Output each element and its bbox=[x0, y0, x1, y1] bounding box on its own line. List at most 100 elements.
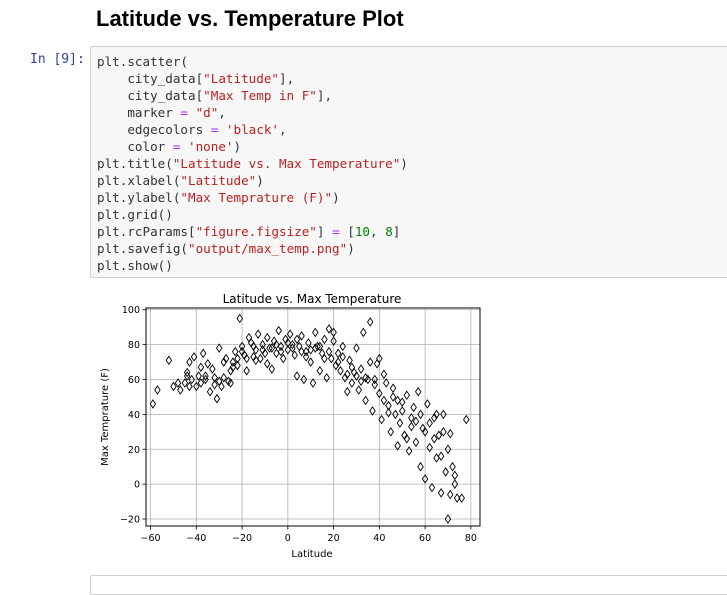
y-tick-label: 40 bbox=[128, 410, 140, 421]
code-token: plt.grid() bbox=[97, 207, 173, 222]
code-line: plt.grid() bbox=[97, 206, 408, 223]
data-point bbox=[165, 355, 173, 366]
data-point bbox=[403, 390, 411, 401]
data-point bbox=[261, 348, 269, 359]
code-token: [ bbox=[339, 224, 355, 239]
data-point bbox=[410, 402, 417, 413]
data-point bbox=[174, 378, 182, 388]
data-point bbox=[378, 414, 385, 425]
data-point bbox=[371, 374, 379, 385]
data-point bbox=[382, 378, 390, 388]
code-token: marker bbox=[97, 105, 181, 120]
code-token: , bbox=[279, 122, 287, 137]
data-point bbox=[186, 357, 193, 367]
data-point bbox=[238, 341, 246, 352]
x-tick-label: −20 bbox=[232, 533, 252, 544]
data-point bbox=[417, 409, 424, 420]
data-point bbox=[181, 378, 189, 388]
data-point bbox=[190, 352, 198, 362]
data-point bbox=[257, 353, 264, 364]
plot-frame bbox=[145, 307, 481, 527]
data-point bbox=[229, 362, 237, 373]
next-code-cell[interactable] bbox=[90, 575, 727, 595]
data-point bbox=[362, 372, 369, 383]
code-line: plt.savefig("output/max_temp.png") bbox=[97, 240, 408, 257]
data-point bbox=[458, 493, 465, 503]
data-point bbox=[188, 374, 195, 385]
data-point bbox=[325, 324, 333, 334]
data-point bbox=[252, 345, 260, 355]
data-point bbox=[353, 371, 360, 381]
data-point bbox=[215, 376, 223, 387]
code-line: plt.xlabel("Latitude") bbox=[97, 172, 408, 189]
data-point bbox=[348, 378, 356, 388]
data-point bbox=[392, 409, 399, 420]
data-point bbox=[412, 416, 420, 427]
x-tick-label: 80 bbox=[465, 533, 477, 544]
data-point bbox=[447, 489, 454, 500]
data-point bbox=[231, 346, 239, 357]
code-token: ) bbox=[233, 139, 242, 154]
code-token: city_data[ bbox=[97, 71, 204, 86]
data-point bbox=[325, 346, 333, 357]
data-point bbox=[264, 359, 271, 369]
x-tick-label: 0 bbox=[285, 533, 291, 544]
data-point bbox=[268, 364, 276, 374]
data-point bbox=[250, 341, 257, 352]
data-point bbox=[215, 343, 223, 353]
data-point bbox=[289, 343, 296, 353]
data-point bbox=[149, 399, 157, 409]
code-token: plt.ylabel( bbox=[97, 190, 181, 205]
code-cell[interactable]: plt.scatter( city_data["Latitude"], city… bbox=[90, 46, 727, 278]
data-point bbox=[330, 336, 337, 346]
data-point bbox=[259, 339, 266, 350]
data-point bbox=[298, 346, 305, 357]
data-point bbox=[183, 367, 191, 378]
cell-prompt: In [9]: bbox=[30, 52, 85, 67]
y-tick-label: 0 bbox=[134, 480, 140, 491]
code-token: "Latitude" bbox=[203, 71, 279, 86]
data-point bbox=[394, 395, 401, 406]
data-point bbox=[451, 479, 459, 489]
data-point bbox=[202, 374, 209, 385]
chart-title: Latitude vs. Max Temperature bbox=[223, 292, 402, 306]
data-point bbox=[300, 374, 308, 385]
data-point bbox=[444, 514, 452, 524]
data-point bbox=[369, 406, 376, 416]
code-token: "Latitude" bbox=[180, 173, 257, 188]
data-point bbox=[408, 421, 415, 432]
code-line: color = 'none') bbox=[97, 138, 408, 155]
data-point bbox=[195, 371, 202, 381]
data-point bbox=[339, 352, 346, 362]
code-editor[interactable]: plt.scatter( city_data["Latitude"], city… bbox=[97, 53, 408, 274]
code-token: ] bbox=[392, 224, 401, 239]
data-point bbox=[348, 362, 356, 373]
code-token: 10 bbox=[354, 224, 371, 239]
code-token: plt.scatter( bbox=[97, 54, 188, 69]
data-point bbox=[463, 414, 470, 425]
code-line: city_data["Max Temp in F"], bbox=[97, 87, 408, 104]
data-point bbox=[453, 493, 461, 503]
data-point bbox=[211, 379, 218, 390]
code-token: "Max Temprature (F)" bbox=[180, 190, 333, 205]
data-point bbox=[437, 488, 445, 498]
x-tick-label: −40 bbox=[186, 533, 206, 544]
data-point bbox=[186, 381, 193, 392]
data-point bbox=[364, 374, 372, 385]
code-token: plt.title( bbox=[97, 156, 173, 171]
code-line: edgecolors = 'black', bbox=[97, 121, 408, 138]
data-point bbox=[236, 313, 244, 324]
code-token: = bbox=[172, 139, 181, 154]
data-point bbox=[302, 352, 310, 362]
data-point bbox=[447, 428, 454, 439]
x-axis-label: Latitude bbox=[291, 549, 332, 560]
data-point bbox=[264, 332, 271, 343]
code-token bbox=[180, 139, 188, 154]
data-point bbox=[362, 395, 369, 406]
data-point bbox=[312, 327, 319, 338]
data-point bbox=[243, 353, 250, 364]
code-token: ) bbox=[256, 173, 264, 188]
code-token: plt.rcParams[ bbox=[97, 224, 196, 239]
data-point bbox=[396, 418, 404, 428]
data-point bbox=[309, 378, 317, 388]
